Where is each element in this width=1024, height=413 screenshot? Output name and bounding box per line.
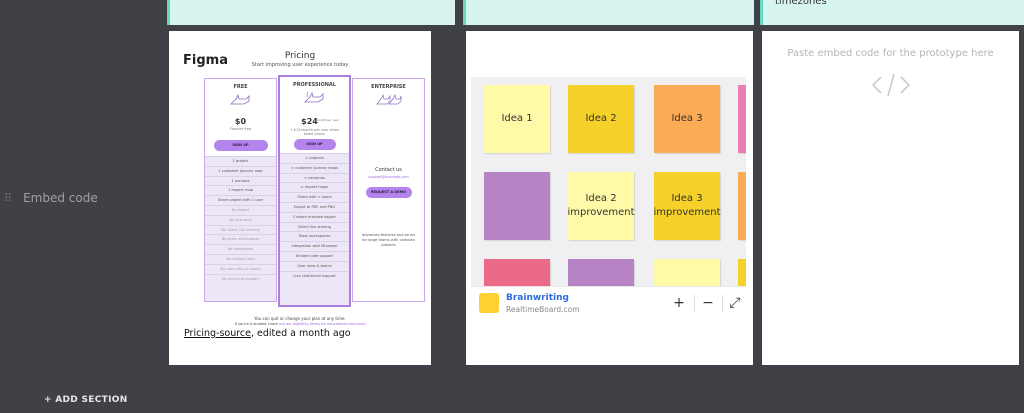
sticky-note[interactable]: Idea 2 xyxy=(568,85,634,153)
discount-link[interactable]: out our eligibility terms for educationa… xyxy=(279,322,366,326)
feature-item: ∞ customer journey maps xyxy=(280,162,349,173)
zoom-out-button[interactable]: − xyxy=(702,295,714,311)
edited-text: , edited a month ago xyxy=(251,328,351,339)
sticky-note[interactable] xyxy=(738,172,746,240)
plan-professional: PROFESSIONAL $24 / month per user + $12/… xyxy=(278,75,351,307)
feature-item: Embed code support xyxy=(280,250,349,261)
feature-item: ∞ impact maps xyxy=(280,182,349,192)
feature-item: Team workspaces xyxy=(280,231,349,241)
enterprise-contact: Contact us xyxy=(375,167,402,173)
plan-free: FREE $0 Forever free SIGN UP 1 project 1 … xyxy=(204,78,277,302)
fullscreen-button[interactable]: ⤢ xyxy=(729,295,741,311)
feature-item: Direct link sharing xyxy=(280,221,349,232)
feature-item: No technical support xyxy=(205,273,276,284)
realtimeboard-logo-icon xyxy=(479,293,499,313)
sticky-note[interactable] xyxy=(738,259,746,286)
plan-note: + $12/month per user when billed yearly xyxy=(289,128,340,136)
plan-name: ENTERPRISE xyxy=(371,84,406,90)
sticky-note[interactable]: Idea 2 improvement xyxy=(567,172,635,240)
board-host: RealtimeBoard.com xyxy=(506,305,580,314)
request-demo-button[interactable]: REQUEST A DEMO xyxy=(365,187,412,198)
toolbar-divider xyxy=(722,295,723,312)
feature-item: No team workspaces xyxy=(205,234,276,244)
feature-item: 1 customer journey map xyxy=(205,165,276,176)
card-above-1[interactable] xyxy=(167,0,455,25)
sticky-note[interactable]: Idea 3 xyxy=(654,85,720,153)
add-section-button[interactable]: + ADD SECTION xyxy=(44,395,128,405)
feature-item: 1 impact map xyxy=(205,185,276,195)
professional-signup-button[interactable]: SIGN UP xyxy=(293,139,336,150)
plan-price: $0 xyxy=(234,117,247,126)
embed-placeholder-card[interactable]: Paste embed code for the prototype here xyxy=(762,31,1019,365)
feature-item: No direct link sharing xyxy=(205,224,276,235)
feature-item: Share with ∞ users xyxy=(280,192,349,202)
row-label-text: Embed code xyxy=(23,191,98,205)
plan-price-unit: / month per user xyxy=(314,118,340,122)
source-link[interactable]: Pricing-source xyxy=(184,328,251,339)
brainwriting-board[interactable]: Idea 1 Idea 2 Idea 3 Idea 2 improvement Idea… xyxy=(471,77,746,286)
pricing-subtitle: Start improving user experience today xyxy=(251,62,349,68)
board-name[interactable]: Brainwriting xyxy=(506,293,569,303)
enterprise-content: Contact us support@example.com REQUEST A… xyxy=(352,78,425,302)
feature-item: No export xyxy=(205,204,276,215)
plan-name: PROFESSIONAL xyxy=(293,82,336,88)
feature-item: 1 persona xyxy=(205,175,276,186)
feature-item: No embed code xyxy=(205,253,276,264)
drag-handle-icon[interactable]: ⠿ xyxy=(4,192,12,205)
fox-mascot-icon xyxy=(303,91,323,103)
pricing-footer-student: If you're a student check out our eligib… xyxy=(169,322,431,326)
brainwriting-embed-card[interactable]: Idea 1 Idea 2 Idea 3 Idea 2 improvement Idea… xyxy=(466,31,753,365)
feature-item: ∞ projects xyxy=(280,153,349,163)
plan-features-bg: ∞ projects ∞ customer journey maps ∞ perso… xyxy=(280,153,349,305)
feature-item: ∞ personas xyxy=(280,172,349,183)
feature-item: User roles & teams xyxy=(280,260,349,271)
fox-mascot-icon xyxy=(229,93,249,105)
card-above-text: timezones xyxy=(775,0,827,7)
pricing-footer: You can quit or change your plan at any … xyxy=(254,316,346,321)
student-text: If you're a student check xyxy=(234,322,279,326)
figma-embed-card[interactable]: Figma Pricing Start improving user exper… xyxy=(169,31,431,365)
plan-name: FREE xyxy=(233,84,248,90)
sticky-note[interactable] xyxy=(738,85,746,153)
embed-caption: Pricing-source, edited a month ago xyxy=(184,328,351,339)
sticky-note[interactable] xyxy=(654,259,720,286)
feature-item: Custom branded export xyxy=(280,211,349,222)
enterprise-description: Advanced features and terms for large te… xyxy=(361,233,416,247)
sticky-note[interactable] xyxy=(484,259,550,286)
figma-logo: Figma xyxy=(183,53,228,68)
free-signup-button[interactable]: SIGN UP xyxy=(213,140,268,151)
fox-mascot-icon xyxy=(375,93,401,105)
pricing-title: Pricing xyxy=(284,51,316,61)
feature-list: 1 project 1 customer journey map 1 persona… xyxy=(205,156,276,283)
feature-item: No user roles & teams xyxy=(205,263,276,274)
sticky-note[interactable] xyxy=(484,172,550,240)
sticky-note[interactable]: Idea 1 xyxy=(484,85,550,153)
zoom-in-button[interactable]: + xyxy=(673,295,685,311)
feature-item: Live chat/email support xyxy=(280,270,349,281)
toolbar-divider xyxy=(694,295,695,312)
feature-item: Export to PDF and PNG xyxy=(280,201,349,212)
card-above-2[interactable] xyxy=(463,0,754,25)
feature-item: No integration xyxy=(205,244,276,254)
feature-item: 1 project xyxy=(205,156,276,166)
row-label[interactable]: ⠿ Embed code xyxy=(0,186,168,210)
embed-hint: Paste embed code for the prototype here xyxy=(787,48,994,59)
feature-item: Share project with 1 user xyxy=(205,195,276,205)
code-brackets-icon xyxy=(871,73,911,97)
feature-list: ∞ projects ∞ customer journey maps ∞ perso… xyxy=(280,153,349,280)
embed-toolbar: Brainwriting RealtimeBoard.com + − ⤢ xyxy=(471,286,746,319)
sticky-note[interactable]: Idea 3 improvement xyxy=(653,172,721,240)
sticky-note[interactable] xyxy=(568,259,634,286)
feature-item: Integration with Mixpanel xyxy=(280,241,349,251)
plan-note: Forever free xyxy=(229,127,252,131)
plan-price: $24 xyxy=(301,117,318,126)
plan-features-bg: 1 project 1 customer journey map 1 persona… xyxy=(205,156,276,301)
feature-item: No branding xyxy=(205,214,276,225)
card-above-3[interactable]: timezones xyxy=(760,0,1024,25)
enterprise-email[interactable]: support@example.com xyxy=(368,175,409,179)
